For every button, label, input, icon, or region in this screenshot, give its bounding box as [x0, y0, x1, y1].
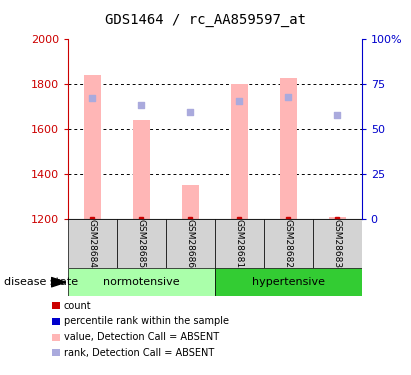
Text: count: count: [64, 301, 91, 310]
Text: hypertensive: hypertensive: [252, 277, 325, 287]
Text: percentile rank within the sample: percentile rank within the sample: [64, 316, 229, 326]
Point: [285, 94, 291, 100]
Bar: [52, 302, 60, 309]
Point: [334, 112, 340, 118]
Text: GSM28685: GSM28685: [137, 219, 146, 268]
Text: normotensive: normotensive: [103, 277, 180, 287]
Point: [236, 98, 242, 104]
Text: GDS1464 / rc_AA859597_at: GDS1464 / rc_AA859597_at: [105, 13, 306, 27]
Bar: [52, 349, 60, 357]
Text: GSM28682: GSM28682: [284, 219, 293, 268]
Bar: [117, 219, 166, 268]
Bar: [52, 318, 60, 325]
Bar: [84, 75, 101, 219]
Bar: [133, 120, 150, 219]
Bar: [215, 268, 362, 296]
Bar: [264, 219, 313, 268]
Text: GSM28686: GSM28686: [186, 219, 195, 268]
Bar: [329, 217, 346, 219]
Text: GSM28681: GSM28681: [235, 219, 244, 268]
Text: GSM28683: GSM28683: [332, 219, 342, 268]
Point: [187, 109, 194, 115]
Bar: [182, 184, 199, 219]
Text: rank, Detection Call = ABSENT: rank, Detection Call = ABSENT: [64, 348, 214, 358]
Point: [89, 95, 96, 101]
Bar: [279, 78, 297, 219]
Bar: [68, 219, 117, 268]
Bar: [68, 268, 215, 296]
Polygon shape: [51, 278, 66, 287]
Bar: [313, 219, 362, 268]
Bar: [231, 84, 248, 219]
Text: GSM28684: GSM28684: [88, 219, 97, 268]
Bar: [215, 219, 264, 268]
Text: value, Detection Call = ABSENT: value, Detection Call = ABSENT: [64, 332, 219, 342]
Bar: [52, 333, 60, 341]
Bar: [166, 219, 215, 268]
Point: [138, 102, 145, 108]
Text: disease state: disease state: [4, 277, 78, 287]
